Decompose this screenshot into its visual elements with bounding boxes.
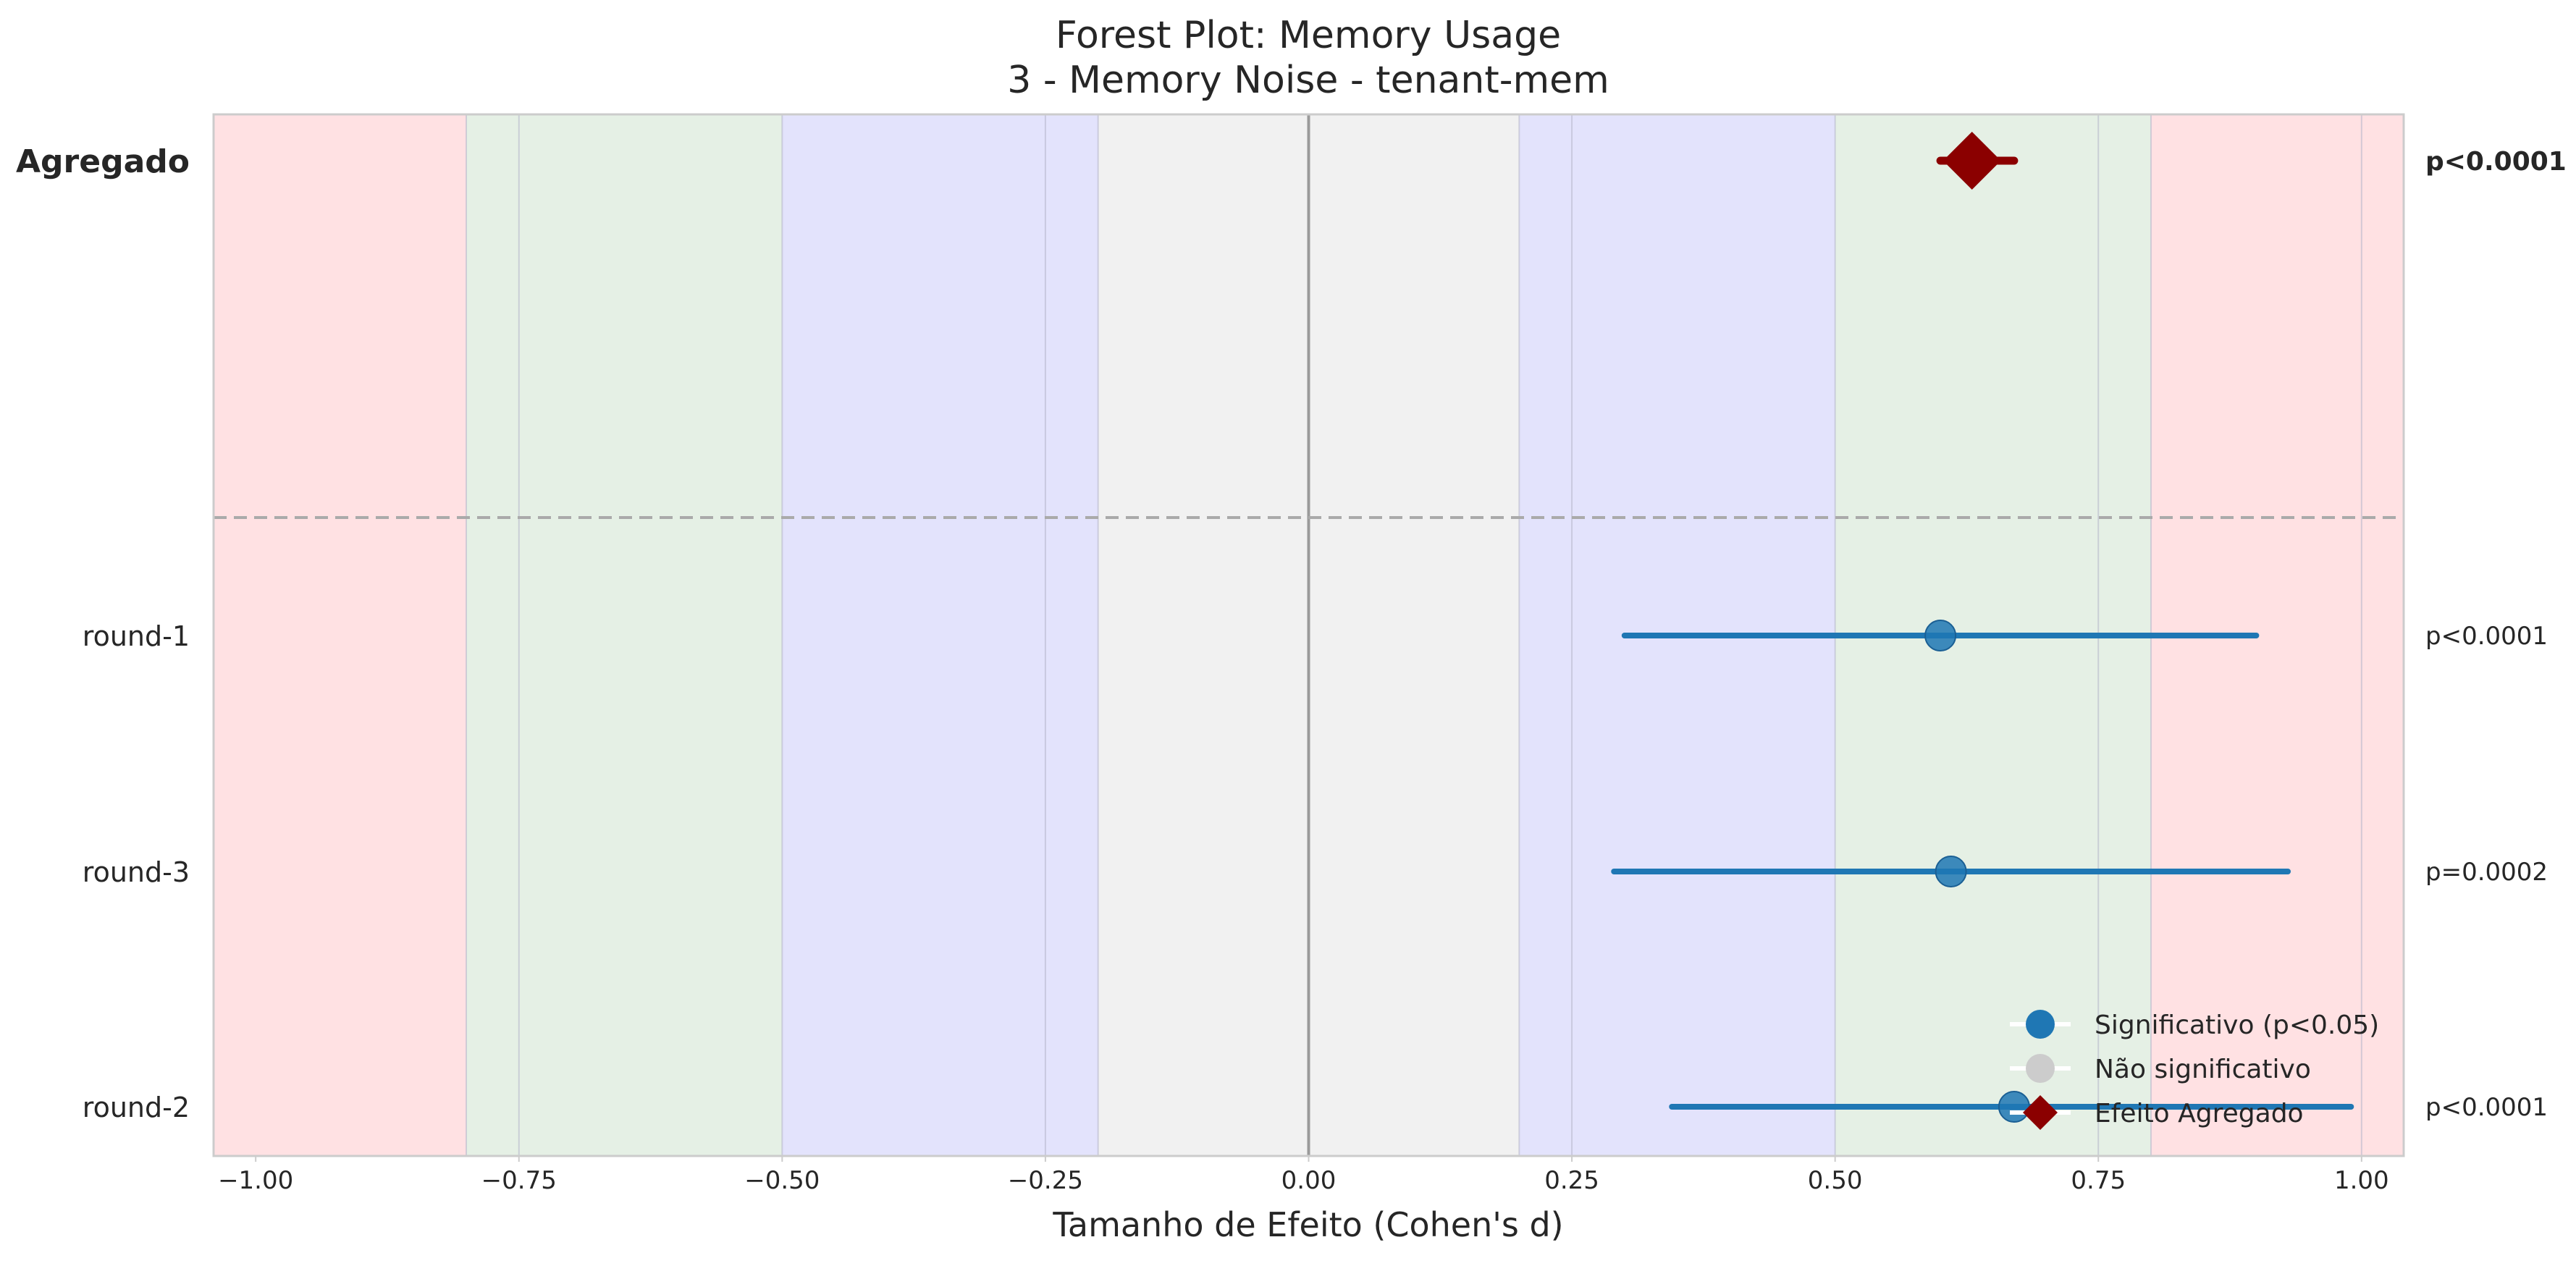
x-axis-label: Tamanho de Efeito (Cohen's d) — [1052, 1205, 1563, 1244]
chart-title-line2: 3 - Memory Noise - tenant-mem — [1007, 59, 1609, 102]
aggregate-diamond — [1942, 132, 2001, 190]
x-tick-label-6: 0.50 — [1808, 1166, 1863, 1195]
row-label-round-2: round-2 — [83, 1092, 190, 1123]
x-axis: −1.00 −0.75 −0.50 −0.25 0.00 0.25 0.50 0.75 1.00 — [218, 1156, 2389, 1195]
p-value-round-2: p<0.0001 — [2425, 1093, 2548, 1122]
legend-circle-icon-1 — [2026, 1054, 2055, 1083]
row-label-aggregate: Agregado — [16, 143, 190, 180]
row-labels: Agregado p<0.0001 round-1 p<0.0001 round-3 p=… — [16, 143, 2567, 1123]
study-point-round-1 — [1924, 620, 1957, 651]
effect-band-2 — [782, 114, 1098, 1156]
x-tick-label-8: 1.00 — [2334, 1166, 2389, 1195]
legend-circle-icon-0 — [2026, 1010, 2055, 1039]
effect-band-0 — [214, 114, 467, 1156]
effect-band-1 — [466, 114, 783, 1156]
legend-diamond-icon — [2023, 1095, 2058, 1130]
x-tick-label-3: −0.25 — [1008, 1166, 1083, 1195]
legend-label-1: Não significativo — [2095, 1055, 2311, 1084]
legend-label-0: Significativo (p<0.05) — [2095, 1010, 2379, 1040]
data-marks — [1611, 132, 2354, 1123]
x-tick-label-2: −0.50 — [744, 1166, 820, 1195]
p-value-round-1: p<0.0001 — [2425, 622, 2548, 651]
row-label-round-1: round-1 — [83, 620, 190, 652]
p-value-round-3: p=0.0002 — [2425, 858, 2548, 887]
p-value-aggregate: p<0.0001 — [2425, 147, 2567, 177]
study-point-round-3 — [1935, 856, 1967, 887]
legend: Significativo (p<0.05) Não significativo E… — [2010, 1010, 2379, 1130]
x-tick-label-4: 0.00 — [1281, 1166, 1337, 1195]
x-tick-label-1: −0.75 — [481, 1166, 557, 1195]
x-tick-label-5: 0.25 — [1544, 1166, 1599, 1195]
study-point-round-2 — [1998, 1091, 2030, 1123]
row-label-round-3: round-3 — [83, 856, 190, 888]
chart-title-line1: Forest Plot: Memory Usage — [1056, 14, 1561, 57]
x-tick-label-7: 0.75 — [2071, 1166, 2126, 1195]
x-tick-label-0: −1.00 — [218, 1166, 293, 1195]
legend-label-2: Efeito Agregado — [2095, 1099, 2304, 1128]
